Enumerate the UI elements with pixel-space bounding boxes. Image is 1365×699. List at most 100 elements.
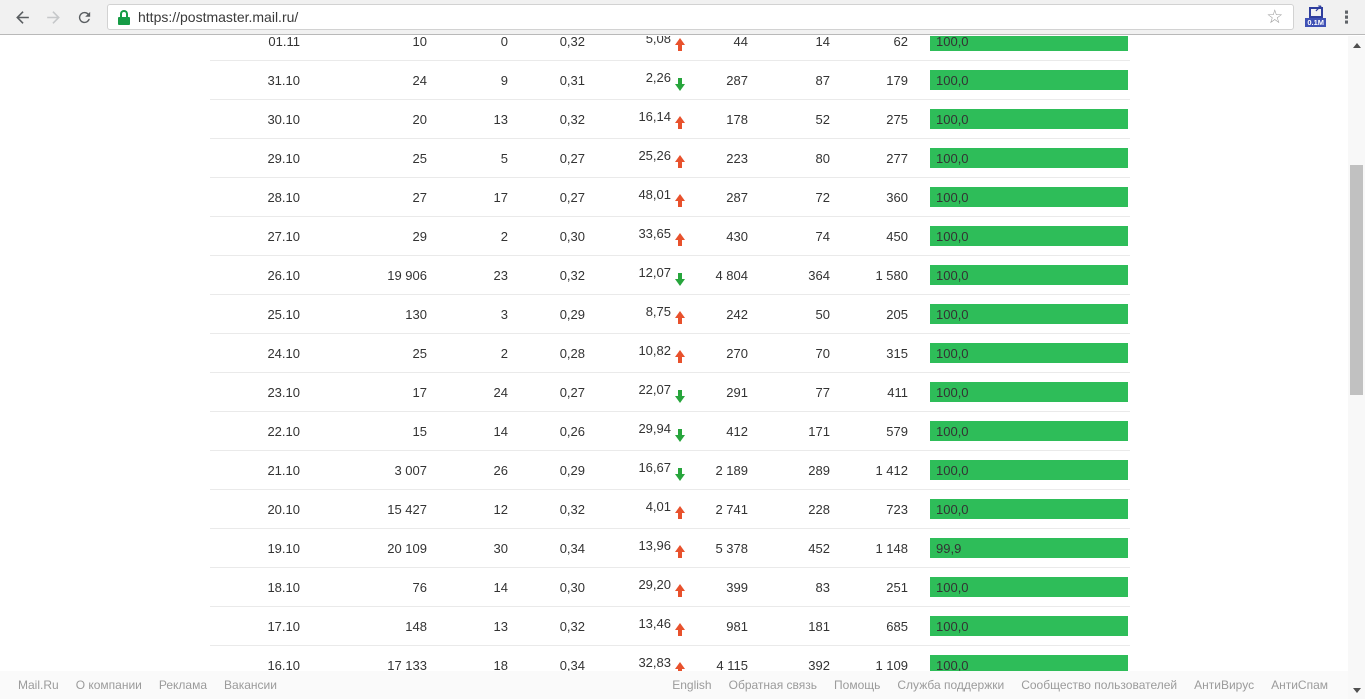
page-content: 01.11 10 0 0,32 5,08 44 14 62 100,0 31.10 24 9 0,31 2… — [0, 36, 1348, 671]
cell-bar: 100,0 — [908, 343, 1130, 363]
cell-v4: 223 — [726, 150, 748, 166]
cell-v6: 315 — [886, 345, 908, 361]
cell-v4: 270 — [726, 345, 748, 361]
cell-v2: 2 — [500, 345, 508, 361]
scrollbar[interactable] — [1348, 36, 1365, 699]
forward-button[interactable] — [39, 3, 67, 31]
cell-v3: 0,34 — [559, 540, 585, 556]
footer-link[interactable]: English — [672, 678, 712, 692]
cell-v5: 87 — [815, 72, 830, 88]
delivery-bar: 99,9 — [930, 538, 1128, 558]
table-row: 18.10 76 14 0,30 29,20 399 83 251 100,0 — [210, 568, 1130, 607]
cell-bar: 100,0 — [908, 616, 1130, 636]
cell-v5: 392 — [808, 657, 830, 672]
bar-value: 100,0 — [936, 345, 969, 361]
triangle-down-icon — [1352, 687, 1361, 693]
cell-date: 28.10 — [267, 189, 300, 205]
url-text[interactable]: https://postmaster.mail.ru/ — [138, 9, 299, 25]
cell-bar: 100,0 — [908, 36, 1130, 51]
browser-menu-icon[interactable]: ⋮ — [1338, 7, 1355, 27]
bar-value: 100,0 — [936, 267, 969, 283]
cell-v5: 80 — [815, 150, 830, 166]
table-row: 25.10 130 3 0,29 8,75 242 50 205 100,0 — [210, 295, 1130, 334]
cell-trend: 4,01 — [585, 499, 685, 519]
trend-up-icon — [675, 155, 685, 168]
cell-v3: 0,27 — [559, 384, 585, 400]
cell-v5: 50 — [815, 306, 830, 322]
cell-v2: 23 — [493, 267, 508, 283]
cell-trend: 13,46 — [585, 616, 685, 636]
cell-v2: 30 — [493, 540, 508, 556]
footer-link[interactable]: Сообщество пользователей — [1021, 678, 1178, 692]
scroll-up-button[interactable] — [1348, 37, 1365, 53]
cell-bar: 100,0 — [908, 187, 1130, 207]
cell-v2: 2 — [500, 228, 508, 244]
cell-v2: 26 — [493, 462, 508, 478]
cell-date: 20.10 — [267, 501, 300, 517]
delivery-bar: 100,0 — [930, 265, 1128, 285]
cell-v6: 1 109 — [875, 657, 908, 672]
scroll-down-button[interactable] — [1348, 682, 1365, 698]
cell-v3: 0,27 — [559, 150, 585, 166]
cell-v3: 0,29 — [559, 306, 585, 322]
trend-up-icon — [675, 662, 685, 671]
cell-trend: 32,83 — [585, 655, 685, 671]
table-row: 01.11 10 0 0,32 5,08 44 14 62 100,0 — [210, 36, 1130, 61]
scrollbar-thumb[interactable] — [1350, 165, 1363, 395]
footer-link[interactable]: Служба поддержки — [897, 678, 1005, 692]
cell-trend: 12,07 — [585, 265, 685, 286]
trend-down-icon — [675, 272, 685, 286]
back-button[interactable] — [8, 3, 36, 31]
cell-date: 27.10 — [267, 228, 300, 244]
bookmark-star-icon[interactable]: ☆ — [1266, 6, 1284, 28]
footer-link[interactable]: Обратная связь — [728, 678, 818, 692]
cell-date: 19.10 — [267, 540, 300, 556]
footer-link[interactable]: АнтиСпам — [1271, 678, 1328, 692]
cell-v5: 14 — [815, 36, 830, 49]
cell-v6: 205 — [886, 306, 908, 322]
trend-up-icon — [675, 311, 685, 324]
reload-button[interactable] — [70, 3, 98, 31]
cell-v6: 1 580 — [875, 267, 908, 283]
bar-value: 100,0 — [936, 657, 969, 672]
cell-v1: 10 — [412, 36, 427, 49]
extension-button[interactable]: ↗ 0.1M — [1305, 5, 1326, 27]
cell-date: 01.11 — [268, 36, 300, 49]
table-row: 23.10 17 24 0,27 22,07 291 77 411 100,0 — [210, 373, 1130, 412]
cell-v5: 228 — [808, 501, 830, 517]
cell-bar: 100,0 — [908, 460, 1130, 480]
cell-v6: 277 — [886, 150, 908, 166]
footer-link[interactable]: Mail.Ru — [18, 678, 59, 692]
table-row: 29.10 25 5 0,27 25,26 223 80 277 100,0 — [210, 139, 1130, 178]
cell-date: 30.10 — [267, 111, 300, 127]
cell-v6: 579 — [886, 423, 908, 439]
secure-lock-icon[interactable] — [118, 9, 130, 25]
footer-link[interactable]: Помощь — [834, 678, 881, 692]
trend-down-icon — [675, 467, 685, 481]
footer-link[interactable]: Реклама — [158, 678, 208, 692]
footer-link[interactable]: О компании — [75, 678, 142, 692]
table-row: 16.10 17 133 18 0,34 32,83 4 115 392 1 109 100,0 — [210, 646, 1130, 671]
trend-up-icon — [675, 116, 685, 129]
cell-v2: 17 — [493, 189, 508, 205]
cell-v2: 18 — [493, 657, 508, 672]
cell-v3: 0,28 — [559, 345, 585, 361]
trend-up-icon — [675, 233, 685, 246]
address-bar[interactable]: https://postmaster.mail.ru/ ☆ — [107, 4, 1295, 30]
cell-v3: 0,30 — [559, 579, 585, 595]
trend-down-icon — [675, 428, 685, 442]
cell-date: 24.10 — [267, 345, 300, 361]
bar-value: 100,0 — [936, 618, 969, 634]
bar-value: 100,0 — [936, 579, 969, 595]
browser-toolbar: https://postmaster.mail.ru/ ☆ ↗ 0.1M ⋮ — [0, 0, 1365, 35]
footer-link[interactable]: АнтиВирус — [1194, 678, 1255, 692]
cell-date: 31.10 — [267, 72, 300, 88]
cell-bar: 100,0 — [908, 577, 1130, 597]
cell-v2: 24 — [493, 384, 508, 400]
cell-v4: 287 — [726, 72, 748, 88]
bar-value: 100,0 — [936, 306, 969, 322]
footer-link[interactable]: Вакансии — [224, 678, 277, 692]
bar-value: 100,0 — [936, 501, 969, 517]
cell-v3: 0,31 — [559, 72, 585, 88]
bar-value: 100,0 — [936, 189, 969, 205]
